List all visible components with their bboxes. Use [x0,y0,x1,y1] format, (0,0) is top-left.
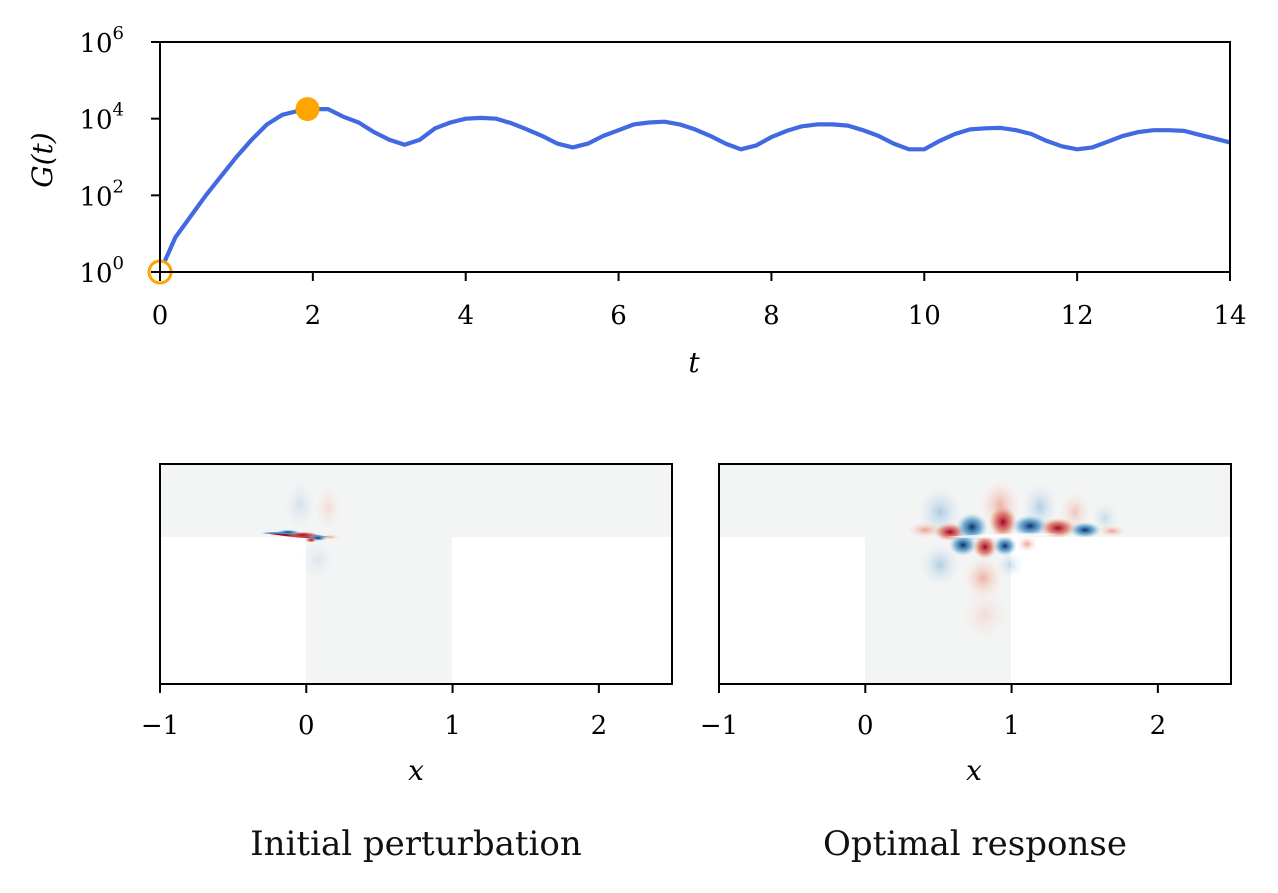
x-tick-label: 2 [1150,711,1167,741]
initial-perturbation-caption: Initial perturbation [250,824,582,864]
top-plot-area [160,42,1230,272]
x-tick-label: 0 [857,711,874,741]
optimal-response-caption: Optimal response [823,824,1127,864]
x-tick-label: 0 [298,711,315,741]
gain-series-line [160,107,1230,272]
right-plot-frame [718,463,1232,685]
initial-perturbation-field [160,464,672,684]
channel-region [160,464,672,537]
right-x-axis-label: x [966,754,982,787]
y-tick-exponent: 2 [113,176,124,197]
x-tick-label: −1 [141,711,179,741]
y-tick-exponent: 0 [113,253,124,274]
optimal-response-panel: −1 0 1 2 x [700,463,1232,787]
y-tick-label: 106 [79,23,124,59]
x-tick-label: 8 [763,301,780,331]
x-tick-label: 4 [457,301,474,331]
x-tick-label: 2 [305,301,322,331]
x-tick-label: 6 [610,301,627,331]
x-tick-label: −1 [700,711,738,741]
y-tick-label: 100 [79,253,124,289]
y-tick-exponent: 6 [113,23,124,44]
x-tick-label: 14 [1213,301,1246,331]
x-tick-label: 1 [1003,711,1020,741]
top-y-axis-label: G(t) [26,132,59,187]
initial-perturbation-panel: −1 0 1 2 x [141,463,673,787]
optimal-response-field [719,464,1231,684]
left-x-axis-label: x [408,754,424,787]
growth-curve-panel: 0 2 4 6 8 10 12 14 100 102 104 106 t G(t) [26,23,1247,379]
y-tick-exponent: 4 [113,100,124,121]
top-x-axis-label: t [688,346,700,379]
y-tick-label: 104 [79,100,124,136]
x-tick-label: 2 [591,711,608,741]
x-tick-label: 12 [1061,301,1094,331]
x-tick-label: 0 [152,301,169,331]
left-plot-frame [159,463,673,685]
y-tick-label: 102 [79,176,124,212]
peak-gain-marker [295,97,320,122]
x-tick-label: 1 [444,711,461,741]
x-tick-label: 10 [908,301,941,331]
top-plot-frame [159,41,1231,273]
